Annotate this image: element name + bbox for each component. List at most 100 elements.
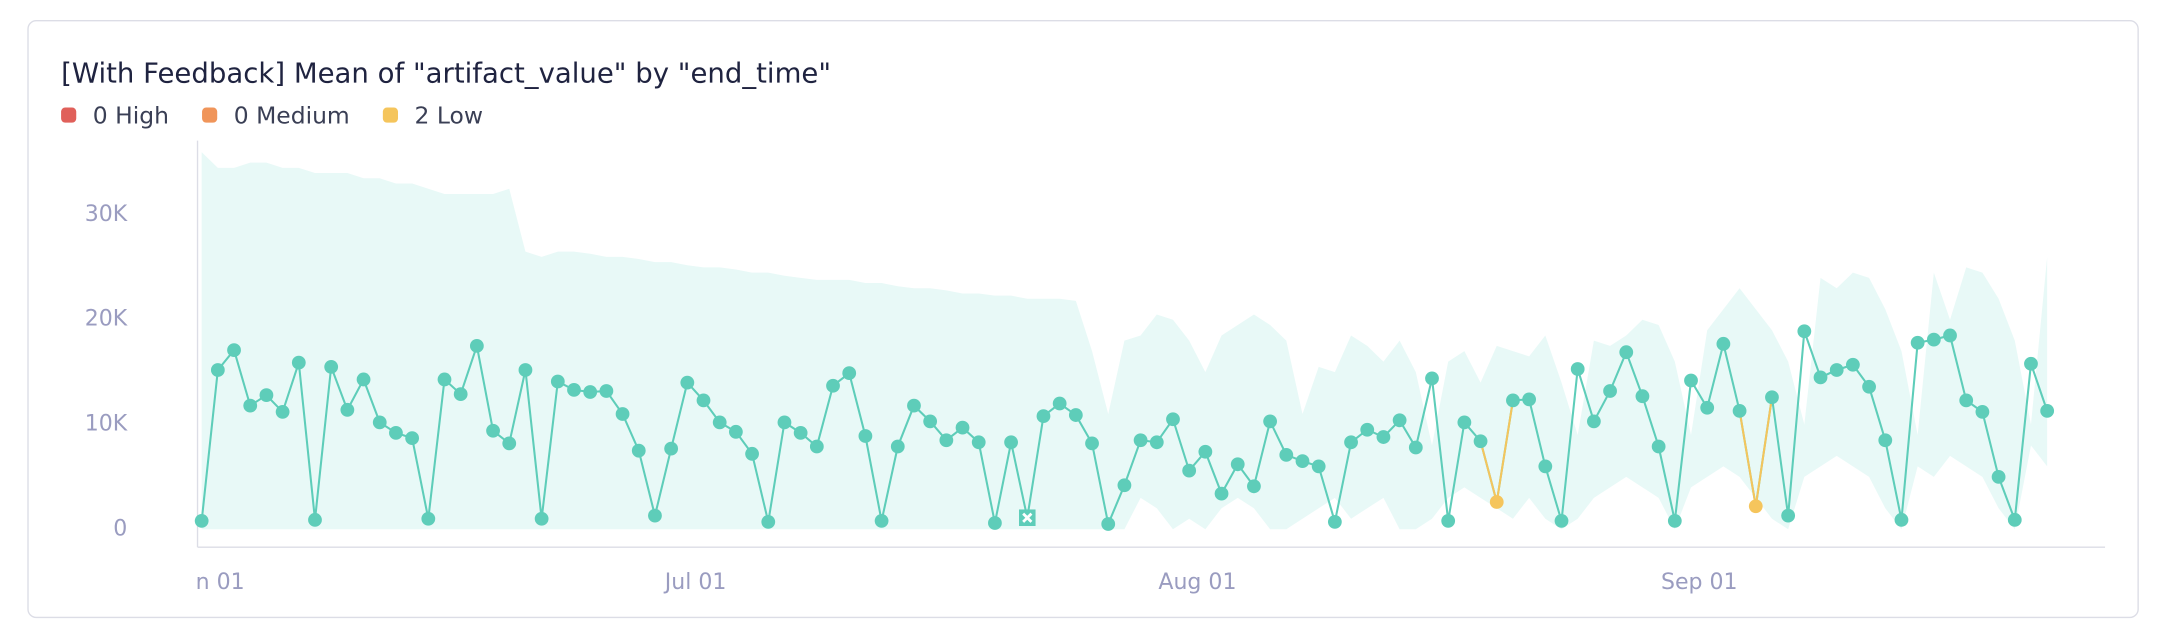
data-point	[1684, 373, 1698, 388]
data-point	[1878, 433, 1893, 448]
expected-range-band	[201, 152, 2048, 530]
data-point	[2007, 512, 2022, 527]
data-point	[858, 429, 873, 443]
data-point	[1991, 469, 2006, 484]
data-point	[308, 512, 322, 527]
data-point	[1425, 371, 1439, 386]
data-point	[1214, 486, 1229, 501]
legend-swatch	[61, 107, 77, 123]
data-point	[2024, 356, 2038, 371]
anomaly-segment	[1754, 397, 1773, 507]
y-tick-label: 10K	[85, 411, 128, 436]
data-point	[389, 425, 403, 440]
data-point	[728, 424, 743, 439]
data-point	[1473, 434, 1488, 449]
anomaly-segment	[1479, 440, 1498, 503]
data-point	[1603, 384, 1617, 398]
y-tick-label: 20K	[85, 307, 128, 332]
data-point	[1182, 463, 1197, 478]
data-point	[1846, 357, 1860, 372]
data-point	[372, 415, 387, 430]
data-point	[648, 508, 662, 523]
anomaly-segment	[1738, 410, 1757, 507]
data-point	[534, 511, 549, 526]
data-point	[356, 372, 371, 387]
data-point	[1036, 409, 1051, 423]
data-point	[793, 425, 808, 440]
data-point	[2040, 403, 2055, 418]
data-point	[1360, 422, 1375, 437]
data-point	[1619, 345, 1634, 360]
data-point	[1894, 512, 1909, 527]
data-point	[955, 420, 970, 435]
data-point	[324, 359, 339, 374]
data-point	[1926, 332, 1941, 347]
data-point	[1862, 379, 1876, 394]
data-point	[453, 387, 468, 401]
data-point	[1085, 436, 1099, 451]
data-point	[1408, 440, 1423, 455]
data-point	[1149, 435, 1164, 450]
data-point	[469, 339, 484, 353]
data-point	[486, 423, 500, 438]
data-point	[615, 407, 630, 421]
data-point	[1813, 370, 1828, 385]
data-point	[712, 415, 727, 430]
data-point	[340, 402, 355, 417]
data-point	[227, 343, 241, 357]
data-point	[210, 363, 225, 377]
data-point	[1651, 439, 1666, 454]
data-point	[1327, 515, 1342, 529]
data-point	[421, 511, 436, 526]
data-point	[939, 433, 954, 448]
data-point	[631, 443, 646, 458]
data-point	[923, 414, 938, 429]
data-point	[1344, 435, 1358, 450]
data-point	[1959, 393, 1974, 408]
x-labels: Jun 01 Jul 01 Aug 01 Sep 01	[173, 570, 1738, 595]
data-point	[890, 439, 905, 454]
data-point	[1829, 363, 1844, 377]
feedback-cross	[1022, 512, 1033, 523]
data-point	[1975, 405, 1990, 419]
legend-swatch	[202, 107, 218, 123]
chart-title: [With Feedback] Mean of "artifact_value"…	[61, 57, 831, 89]
y-tick-label: 30K	[85, 202, 128, 227]
data-point	[1133, 433, 1148, 448]
data-point	[761, 515, 776, 529]
data-point	[1279, 447, 1294, 462]
data-point	[988, 516, 1002, 530]
data-point	[437, 372, 452, 387]
data-point	[1667, 513, 1682, 528]
legend-label: 0 High	[93, 102, 169, 130]
data-point	[583, 385, 598, 399]
anomaly-point	[1748, 499, 1763, 514]
data-point	[1732, 403, 1747, 418]
anomaly-point	[1489, 495, 1504, 509]
data-point	[1506, 393, 1520, 408]
data-point	[405, 431, 420, 445]
data-point	[874, 513, 889, 528]
data-point	[1004, 435, 1018, 450]
data-point	[1441, 513, 1456, 528]
data-point	[1797, 324, 1812, 339]
data-point	[243, 398, 258, 413]
x-tick-label: Jun 01	[173, 570, 245, 595]
data-point	[194, 513, 209, 528]
data-point	[1586, 414, 1601, 429]
legend-label: 0 Medium	[234, 102, 350, 130]
x-tick-label: Sep 01	[1661, 570, 1738, 595]
data-point	[971, 435, 986, 450]
data-point	[1554, 513, 1569, 528]
data-point	[1101, 517, 1116, 531]
data-point	[1263, 414, 1278, 429]
data-point	[1117, 478, 1132, 493]
data-point	[502, 436, 517, 451]
data-point	[745, 446, 759, 461]
data-point	[696, 393, 711, 408]
anomaly-segment	[1495, 400, 1514, 503]
data-point	[1198, 444, 1213, 459]
data-point	[777, 415, 792, 430]
x-tick-label: Jul 01	[663, 570, 727, 595]
